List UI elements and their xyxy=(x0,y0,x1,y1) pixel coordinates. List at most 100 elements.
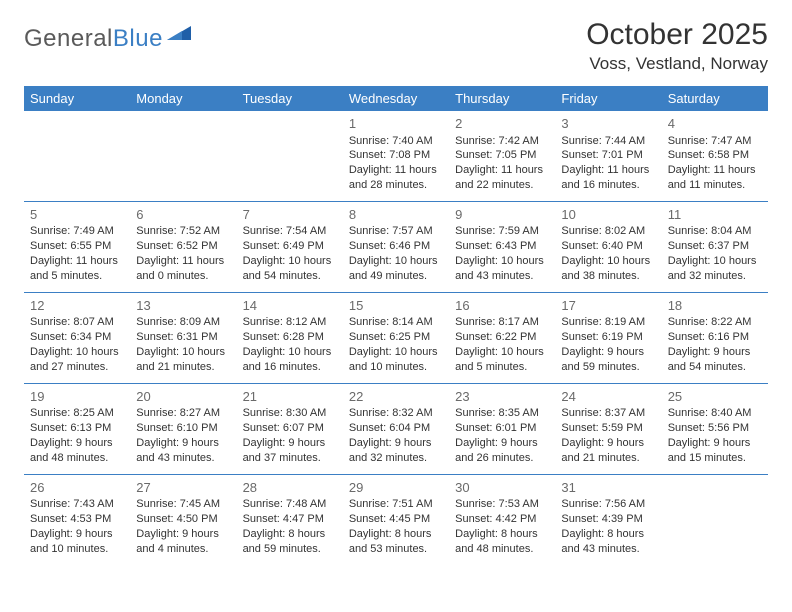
sunset-line: Sunset: 6:16 PM xyxy=(668,330,762,345)
sunset-line: Sunset: 4:50 PM xyxy=(136,512,230,527)
daylight-line: Daylight: 11 hours and 22 minutes. xyxy=(455,163,549,193)
daylight-line: Daylight: 9 hours and 10 minutes. xyxy=(30,527,124,557)
daylight-line: Daylight: 10 hours and 49 minutes. xyxy=(349,254,443,284)
calendar-day-cell: 21Sunrise: 8:30 AMSunset: 6:07 PMDayligh… xyxy=(237,383,343,474)
sunrise-line: Sunrise: 8:02 AM xyxy=(561,224,655,239)
sunset-line: Sunset: 6:22 PM xyxy=(455,330,549,345)
daylight-line: Daylight: 8 hours and 48 minutes. xyxy=(455,527,549,557)
brand-logo: GeneralBlue xyxy=(24,24,193,53)
daylight-line: Daylight: 10 hours and 38 minutes. xyxy=(561,254,655,284)
calendar-week-row: 26Sunrise: 7:43 AMSunset: 4:53 PMDayligh… xyxy=(24,474,768,564)
calendar-week-row: 5Sunrise: 7:49 AMSunset: 6:55 PM Daylight… xyxy=(24,201,768,292)
calendar-day-cell: 16Sunrise: 8:17 AMSunset: 6:22 PMDayligh… xyxy=(449,292,555,383)
sunset-line: Sunset: 6:19 PM xyxy=(561,330,655,345)
calendar-day-cell: 18Sunrise: 8:22 AMSunset: 6:16 PMDayligh… xyxy=(662,292,768,383)
calendar-page: GeneralBlue October 2025 Voss, Vestland,… xyxy=(0,0,792,583)
calendar-week-row: 19Sunrise: 8:25 AMSunset: 6:13 PMDayligh… xyxy=(24,383,768,474)
daylight-line: Daylight: 10 hours and 27 minutes. xyxy=(30,345,124,375)
sunrise-line: Sunrise: 7:53 AM xyxy=(455,497,549,512)
brand-name: GeneralBlue xyxy=(24,25,163,53)
calendar-day-cell: 15Sunrise: 8:14 AMSunset: 6:25 PMDayligh… xyxy=(343,292,449,383)
daylight-line: Daylight: 10 hours and 5 minutes. xyxy=(455,345,549,375)
day-number: 5 xyxy=(30,206,124,224)
sunrise-line: Sunrise: 7:40 AM xyxy=(349,134,443,149)
month-title: October 2025 xyxy=(586,18,768,52)
day-number: 18 xyxy=(668,297,762,315)
daylight-line: Daylight: 9 hours and 37 minutes. xyxy=(243,436,337,466)
day-number: 8 xyxy=(349,206,443,224)
sunrise-line: Sunrise: 8:37 AM xyxy=(561,406,655,421)
calendar-day-cell: 2Sunrise: 7:42 AMSunset: 7:05 PMDaylight… xyxy=(449,111,555,201)
day-number: 2 xyxy=(455,115,549,133)
sunrise-line: Sunrise: 7:49 AM xyxy=(30,224,124,239)
day-number: 27 xyxy=(136,479,230,497)
sunrise-line: Sunrise: 7:45 AM xyxy=(136,497,230,512)
sunrise-line: Sunrise: 8:30 AM xyxy=(243,406,337,421)
sunset-line: Sunset: 6:55 PM xyxy=(30,239,124,254)
day-number: 30 xyxy=(455,479,549,497)
weekday-header: Friday xyxy=(555,86,661,111)
daylight-line: Daylight: 8 hours and 53 minutes. xyxy=(349,527,443,557)
day-number: 31 xyxy=(561,479,655,497)
sunset-line: Sunset: 6:34 PM xyxy=(30,330,124,345)
day-number: 20 xyxy=(136,388,230,406)
sunrise-line: Sunrise: 8:14 AM xyxy=(349,315,443,330)
daylight-line: Daylight: 11 hours and 16 minutes. xyxy=(561,163,655,193)
brand-name-part2: Blue xyxy=(113,25,163,52)
weekday-header: Thursday xyxy=(449,86,555,111)
sunset-line: Sunset: 6:01 PM xyxy=(455,421,549,436)
calendar-day-cell xyxy=(662,474,768,564)
day-number: 12 xyxy=(30,297,124,315)
sunset-line: Sunset: 6:04 PM xyxy=(349,421,443,436)
sunrise-line: Sunrise: 7:52 AM xyxy=(136,224,230,239)
sunrise-line: Sunrise: 7:47 AM xyxy=(668,134,762,149)
day-number: 23 xyxy=(455,388,549,406)
calendar-day-cell: 6Sunrise: 7:52 AMSunset: 6:52 PMDaylight… xyxy=(130,201,236,292)
sunset-line: Sunset: 6:37 PM xyxy=(668,239,762,254)
location-text: Voss, Vestland, Norway xyxy=(586,54,768,74)
calendar-day-cell: 31Sunrise: 7:56 AMSunset: 4:39 PMDayligh… xyxy=(555,474,661,564)
sunrise-line: Sunrise: 8:22 AM xyxy=(668,315,762,330)
daylight-line: Daylight: 10 hours and 21 minutes. xyxy=(136,345,230,375)
weekday-header: Sunday xyxy=(24,86,130,111)
sunrise-line: Sunrise: 7:56 AM xyxy=(561,497,655,512)
day-number: 7 xyxy=(243,206,337,224)
calendar-day-cell xyxy=(130,111,236,201)
sunset-line: Sunset: 4:42 PM xyxy=(455,512,549,527)
sunrise-line: Sunrise: 7:54 AM xyxy=(243,224,337,239)
calendar-day-cell: 7Sunrise: 7:54 AMSunset: 6:49 PMDaylight… xyxy=(237,201,343,292)
daylight-line: Daylight: 8 hours and 59 minutes. xyxy=(243,527,337,557)
page-header: GeneralBlue October 2025 Voss, Vestland,… xyxy=(24,18,768,74)
daylight-line: Daylight: 11 hours and 0 minutes. xyxy=(136,254,230,284)
day-number: 1 xyxy=(349,115,443,133)
sunrise-line: Sunrise: 7:44 AM xyxy=(561,134,655,149)
sunrise-line: Sunrise: 7:48 AM xyxy=(243,497,337,512)
daylight-line: Daylight: 9 hours and 15 minutes. xyxy=(668,436,762,466)
sunrise-line: Sunrise: 7:43 AM xyxy=(30,497,124,512)
day-number: 26 xyxy=(30,479,124,497)
calendar-day-cell: 19Sunrise: 8:25 AMSunset: 6:13 PMDayligh… xyxy=(24,383,130,474)
daylight-line: Daylight: 9 hours and 21 minutes. xyxy=(561,436,655,466)
day-number: 21 xyxy=(243,388,337,406)
day-number: 25 xyxy=(668,388,762,406)
daylight-line: Daylight: 10 hours and 32 minutes. xyxy=(668,254,762,284)
day-number: 22 xyxy=(349,388,443,406)
day-number: 24 xyxy=(561,388,655,406)
sunset-line: Sunset: 5:59 PM xyxy=(561,421,655,436)
calendar-day-cell: 1Sunrise: 7:40 AMSunset: 7:08 PMDaylight… xyxy=(343,111,449,201)
daylight-line: Daylight: 11 hours and 11 minutes. xyxy=(668,163,762,193)
calendar-day-cell: 4Sunrise: 7:47 AMSunset: 6:58 PMDaylight… xyxy=(662,111,768,201)
daylight-line: Daylight: 9 hours and 26 minutes. xyxy=(455,436,549,466)
weekday-header: Wednesday xyxy=(343,86,449,111)
calendar-day-cell: 3Sunrise: 7:44 AMSunset: 7:01 PMDaylight… xyxy=(555,111,661,201)
sunset-line: Sunset: 6:46 PM xyxy=(349,239,443,254)
calendar-day-cell: 13Sunrise: 8:09 AMSunset: 6:31 PMDayligh… xyxy=(130,292,236,383)
day-number: 3 xyxy=(561,115,655,133)
day-number: 15 xyxy=(349,297,443,315)
day-number: 4 xyxy=(668,115,762,133)
calendar-day-cell: 10Sunrise: 8:02 AMSunset: 6:40 PMDayligh… xyxy=(555,201,661,292)
sunset-line: Sunset: 6:43 PM xyxy=(455,239,549,254)
calendar-day-cell: 27Sunrise: 7:45 AMSunset: 4:50 PMDayligh… xyxy=(130,474,236,564)
day-number: 13 xyxy=(136,297,230,315)
sunrise-line: Sunrise: 8:32 AM xyxy=(349,406,443,421)
